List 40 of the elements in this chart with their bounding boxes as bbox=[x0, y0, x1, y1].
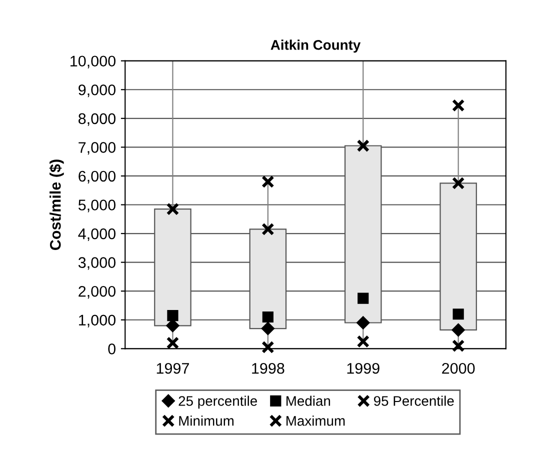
point bbox=[452, 99, 465, 112]
x-tick-label: 1997 bbox=[156, 362, 189, 374]
point bbox=[262, 175, 274, 188]
x-tick-label: 2000 bbox=[442, 362, 475, 374]
y-tick-label: 3,000 bbox=[78, 257, 116, 270]
y-tick-label: 9,000 bbox=[78, 84, 116, 98]
point bbox=[166, 202, 180, 216]
y-axis-title: Cost/mile ($) bbox=[49, 160, 64, 250]
point bbox=[452, 339, 465, 352]
point bbox=[356, 139, 370, 152]
x-tick-label: 1999 bbox=[347, 362, 380, 374]
point bbox=[452, 323, 465, 337]
y-tick-label: 5,000 bbox=[78, 200, 116, 212]
x-tick-label: 1998 bbox=[252, 362, 284, 374]
chart-title: Aitkin County bbox=[270, 40, 361, 53]
legend-label: Median bbox=[286, 396, 330, 406]
legend-label: Maximum bbox=[286, 416, 345, 426]
point bbox=[262, 311, 274, 323]
y-tick-label: 4,000 bbox=[78, 228, 116, 242]
point bbox=[167, 310, 178, 322]
legend-label: 95 Percentile bbox=[374, 396, 454, 406]
point bbox=[261, 322, 275, 336]
y-tick-label: 0 bbox=[108, 344, 116, 354]
point bbox=[358, 292, 369, 304]
y-tick-label: 10,000 bbox=[70, 56, 116, 68]
point bbox=[356, 316, 370, 330]
point bbox=[452, 176, 465, 190]
y-tick-label: 1,000 bbox=[79, 314, 116, 328]
point bbox=[166, 319, 180, 332]
legend-label: 25 percentile bbox=[178, 396, 257, 409]
y-tick-label: 7,000 bbox=[78, 142, 116, 155]
point bbox=[262, 222, 274, 236]
y-tick-label: 2,000 bbox=[78, 286, 116, 299]
legend-label: Minimum bbox=[179, 416, 234, 426]
point bbox=[356, 335, 370, 348]
point bbox=[452, 308, 464, 320]
y-tick-label: 8,000 bbox=[78, 113, 116, 126]
point bbox=[166, 336, 180, 350]
y-tick-label: 6,000 bbox=[78, 170, 116, 184]
point bbox=[262, 340, 274, 354]
